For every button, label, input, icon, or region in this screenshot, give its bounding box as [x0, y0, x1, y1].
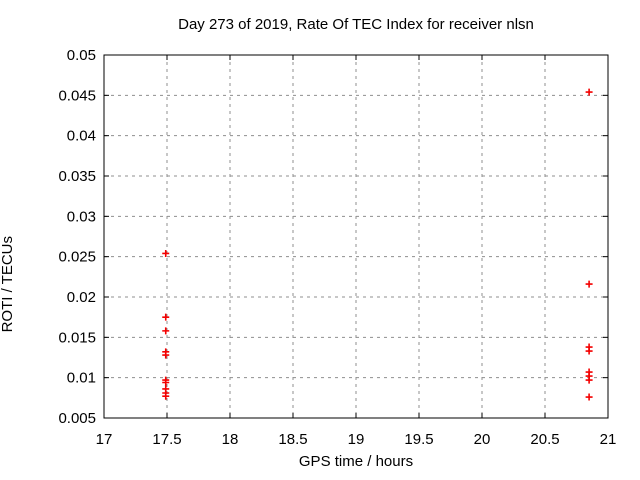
y-tick-label: 0.025	[58, 249, 96, 266]
data-point-marker	[585, 347, 593, 355]
y-tick-label: 0.03	[67, 208, 96, 225]
data-point-marker	[162, 392, 170, 400]
data-point-marker	[585, 393, 593, 401]
x-tick-label: 18	[222, 431, 239, 448]
y-tick-label: 0.045	[58, 87, 96, 104]
data-point-marker	[585, 280, 593, 288]
chart-title: Day 273 of 2019, Rate Of TEC Index for r…	[178, 16, 534, 33]
data-point-marker	[162, 249, 170, 257]
x-tick-label: 18.5	[278, 431, 307, 448]
x-tick-label: 20	[474, 431, 491, 448]
x-tick-label: 21	[600, 431, 617, 448]
x-tick-label: 17.5	[152, 431, 181, 448]
data-point-marker	[162, 327, 170, 335]
y-tick-label: 0.04	[67, 128, 96, 145]
y-tick-label: 0.02	[67, 289, 96, 306]
y-tick-label: 0.035	[58, 168, 96, 185]
y-tick-label: 0.05	[67, 47, 96, 64]
x-tick-label: 19.5	[404, 431, 433, 448]
x-tick-label: 19	[348, 431, 365, 448]
data-point-marker	[585, 376, 593, 384]
data-point-marker	[162, 351, 170, 359]
y-tick-label: 0.005	[58, 410, 96, 427]
x-tick-label: 20.5	[530, 431, 559, 448]
y-tick-label: 0.015	[58, 329, 96, 346]
y-tick-label: 0.01	[67, 370, 96, 387]
data-point-marker	[162, 313, 170, 321]
x-axis-label: GPS time / hours	[298, 453, 414, 470]
data-point-marker	[585, 88, 593, 96]
x-tick-label: 17	[96, 431, 113, 448]
data-point-marker	[162, 379, 170, 387]
